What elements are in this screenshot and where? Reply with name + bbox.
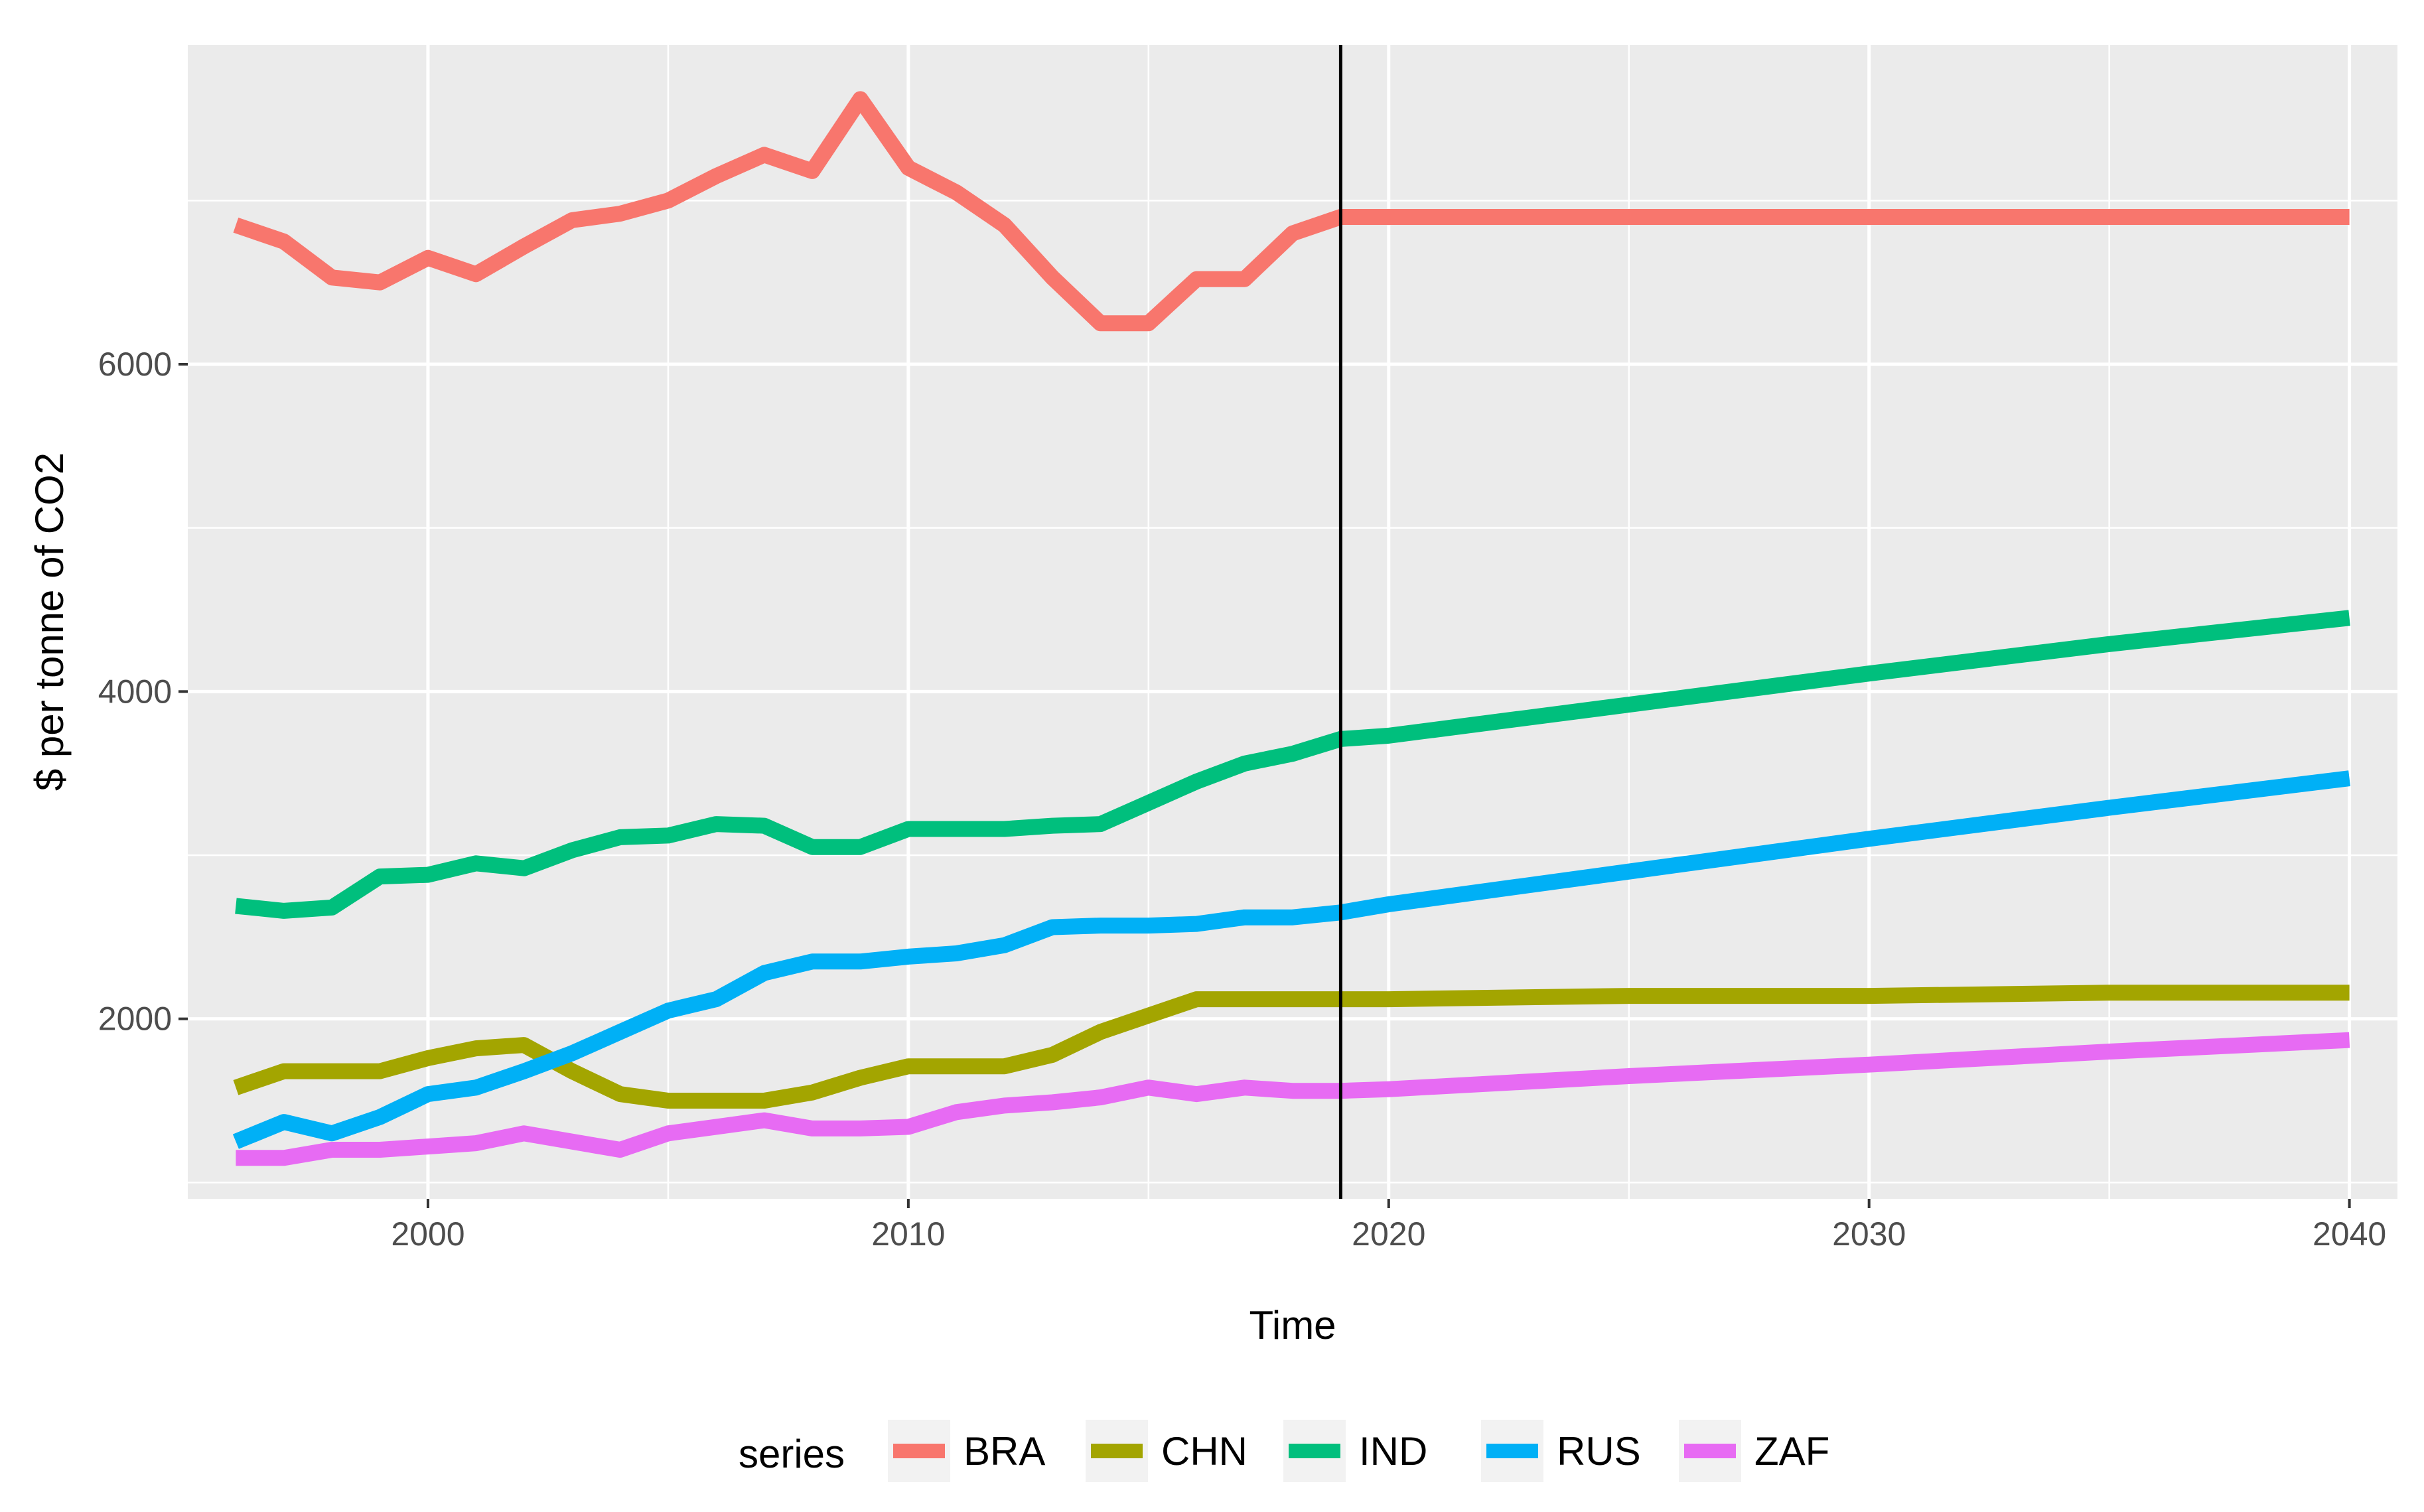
x-tick-label: 2000	[391, 1215, 464, 1253]
legend-label-ind: IND	[1359, 1429, 1427, 1474]
legend-title: series	[739, 1432, 845, 1476]
legend: series BRA CHN IND RUS ZAF	[739, 1420, 1829, 1482]
y-axis-title: $ per tonne of CO2	[27, 452, 72, 791]
y-tick-label: 6000	[98, 346, 172, 383]
y-axis: 2000 4000 6000	[98, 346, 188, 1038]
series-line-bra	[233, 91, 2350, 332]
x-axis: 2000 2010 2020 2030 2040	[391, 1199, 2386, 1253]
series-line-rus	[232, 770, 2351, 1149]
series-line-chn	[233, 985, 2350, 1109]
x-tick-label: 2040	[2313, 1215, 2386, 1253]
x-tick-label: 2020	[1352, 1215, 1425, 1253]
legend-label-chn: CHN	[1161, 1429, 1248, 1474]
y-tick-label: 2000	[98, 1000, 172, 1038]
x-axis-title: Time	[1249, 1303, 1336, 1347]
legend-label-bra: BRA	[963, 1429, 1045, 1474]
series-lines	[232, 91, 2351, 1166]
series-line-zaf	[236, 1032, 2350, 1166]
x-tick-label: 2010	[871, 1215, 945, 1253]
legend-label-rus: RUS	[1557, 1429, 1641, 1474]
minor-gridlines	[188, 45, 2397, 1199]
legend-label-zaf: ZAF	[1754, 1429, 1829, 1474]
x-tick-label: 2030	[1832, 1215, 1906, 1253]
series-line-ind	[235, 610, 2350, 919]
y-tick-label: 4000	[98, 673, 172, 710]
